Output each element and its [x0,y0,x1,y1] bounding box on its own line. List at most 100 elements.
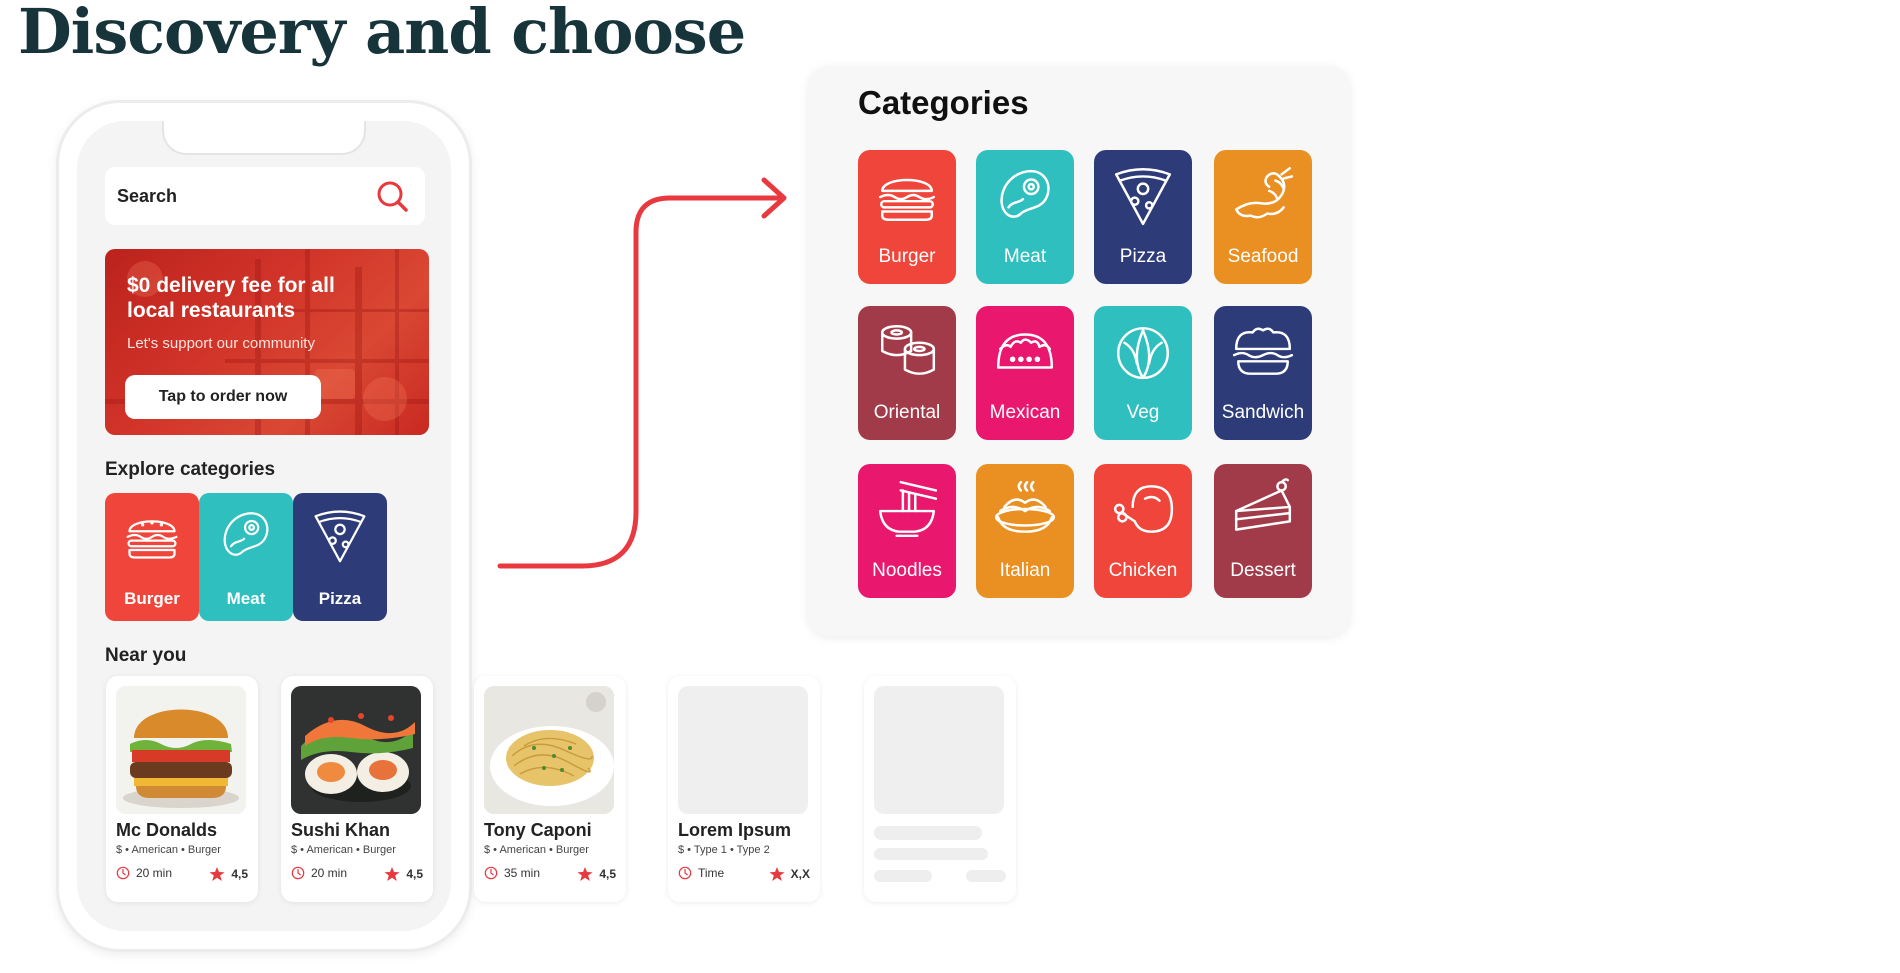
star-icon [577,867,593,881]
category-tile-burger[interactable]: Burger [858,150,956,284]
category-tile-pizza[interactable]: Pizza [1094,150,1192,284]
noodles-icon [878,480,938,538]
category-label: Oriental [873,402,941,423]
category-label: Sandwich [1221,402,1305,423]
taco-icon [996,333,1054,369]
rating: 4,5 [577,866,616,882]
burger-icon [126,520,178,559]
tap-to-order-button[interactable]: Tap to order now [125,375,321,419]
explore-categories-title: Explore categories [105,459,276,480]
categories-panel: Categories Burger Meat Pizza [808,66,1350,636]
category-tile-veg[interactable]: Veg [1094,306,1192,440]
delivery-time: 20 min [116,866,172,880]
page-title: Discovery and choose [18,0,746,68]
explore-category-label: Burger [124,589,180,608]
clock-icon [116,866,130,880]
explore-category-burger[interactable]: Burger [105,493,199,621]
delivery-time-text: 35 min [504,866,541,880]
restaurant-card-template[interactable]: Lorem Ipsum $ • Type 1 • Type 2 Time X,X [668,676,820,902]
star-icon [209,867,225,881]
phone-notch [162,121,366,155]
search-bar [105,167,425,225]
delivery-time-text: 20 min [136,866,173,880]
category-label: Mexican [989,402,1061,423]
skeleton-line [874,848,988,860]
pizza-icon [314,510,366,563]
explore-category-meat[interactable]: Meat [199,493,293,621]
category-tile-oriental[interactable]: Oriental [858,306,956,440]
skeleton-line [874,870,932,882]
clock-icon [291,866,305,880]
burger-photo [116,686,246,814]
banner-subtitle: Let's support our community [127,335,315,352]
restaurant-name: Tony Caponi [484,820,592,840]
restaurant-meta: $ • American • Burger [116,844,221,856]
rating-text: 4,5 [599,867,616,881]
burger-icon [878,178,936,221]
restaurant-card-skeleton [864,676,1016,902]
image-placeholder [678,686,808,814]
rating: X,X [769,866,810,882]
category-label: Meat [1003,246,1047,267]
chicken-icon [1113,485,1174,533]
skeleton-line [966,870,1006,882]
category-tile-italian[interactable]: Italian [976,464,1074,598]
category-tile-mexican[interactable]: Mexican [976,306,1074,440]
image-placeholder [874,686,1004,814]
flow-arrow [497,177,787,569]
pasta-photo [484,686,614,814]
category-label: Dessert [1230,560,1296,581]
rating-text: X,X [790,867,810,881]
category-tile-meat[interactable]: Meat [976,150,1074,284]
sushi-icon [881,325,936,375]
shrimp-icon [1234,166,1294,219]
restaurant-name: Sushi Khan [291,820,391,840]
restaurant-name: Mc Donalds [116,820,218,840]
restaurant-card-sushi-khan[interactable]: Sushi Khan $ • American • Burger 20 min … [281,676,433,902]
search-input[interactable] [117,183,357,209]
delivery-time: 35 min [484,866,540,880]
sandwich-icon [1232,327,1294,375]
delivery-time: 20 min [291,866,347,880]
delivery-time: Time [678,866,724,880]
clock-icon [484,866,498,880]
category-tile-seafood[interactable]: Seafood [1214,150,1312,284]
category-label: Pizza [1119,246,1167,267]
category-label: Noodles [872,560,942,581]
star-icon [384,867,400,881]
category-tile-chicken[interactable]: Chicken [1094,464,1192,598]
restaurant-name: Lorem Ipsum [678,820,792,840]
category-label: Seafood [1227,246,1299,267]
sushi-photo [291,686,421,814]
explore-category-pizza[interactable]: Pizza [293,493,387,621]
category-tile-dessert[interactable]: Dessert [1214,464,1312,598]
rating: 4,5 [209,866,248,882]
cabbage-icon [1117,327,1169,380]
rating-text: 4,5 [406,867,423,881]
category-tile-noodles[interactable]: Noodles [858,464,956,598]
restaurant-meta: $ • Type 1 • Type 2 [678,844,770,856]
promo-banner: $0 delivery fee for all local restaurant… [105,249,429,435]
skeleton-line [874,826,982,840]
category-tile-sandwich[interactable]: Sandwich [1214,306,1312,440]
rating-text: 4,5 [231,867,248,881]
explore-category-label: Meat [226,589,266,608]
category-label: Italian [999,560,1051,581]
star-icon [769,867,785,881]
restaurant-card-tony-caponi[interactable]: Tony Caponi $ • American • Burger 35 min… [474,676,626,902]
rating: 4,5 [384,866,423,882]
search-icon[interactable] [375,179,409,213]
banner-title: $0 delivery fee for all local restaurant… [127,274,335,322]
category-label: Burger [878,246,936,267]
meat-icon [1000,169,1050,218]
categories-title: Categories [858,84,1029,121]
meat-icon [223,512,269,556]
pizza-icon [1114,167,1172,226]
clock-icon [678,866,692,880]
restaurant-card-mcdonalds[interactable]: Mc Donalds $ • American • Burger 20 min … [106,676,258,902]
restaurant-meta: $ • American • Burger [291,844,396,856]
explore-category-label: Pizza [318,589,362,608]
cake-icon [1234,478,1292,531]
category-label: Chicken [1108,560,1178,581]
category-label: Veg [1126,402,1160,423]
